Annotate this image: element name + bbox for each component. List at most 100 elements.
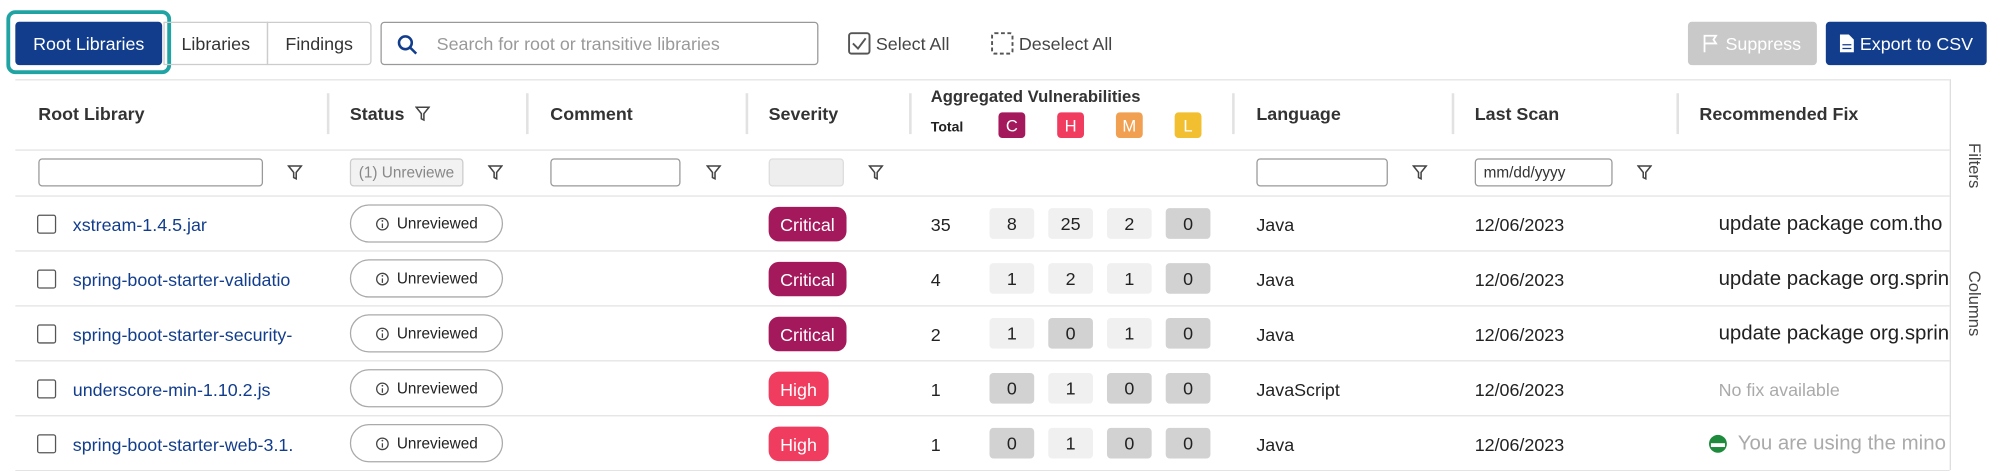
side-panel: Filters Columns	[1949, 79, 2002, 471]
severity-header: M	[1115, 112, 1143, 138]
tab-findings[interactable]: Findings	[266, 21, 372, 66]
column-header[interactable]: Last Scan	[1474, 103, 1560, 124]
column-separator	[326, 93, 330, 135]
vuln-count: 0	[989, 427, 1035, 459]
language-filter[interactable]	[1256, 158, 1388, 187]
status-pill[interactable]: Unreviewed	[349, 369, 504, 408]
column-header[interactable]: Status	[349, 103, 405, 124]
table-row: xstream-1.4.5.jar Unreviewed Critical 35 8 25…	[15, 197, 1950, 252]
status-pill[interactable]: Unreviewed	[349, 204, 504, 243]
column-header[interactable]: Comment	[550, 103, 633, 124]
select-all[interactable]: Select All	[875, 33, 950, 54]
library-name[interactable]: spring-boot-starter-security-	[72, 323, 293, 345]
column-separator	[1232, 93, 1235, 135]
row-checkbox[interactable]	[37, 379, 57, 399]
table-row: spring-boot-starter-web-3.1. Unreviewed Hi…	[15, 416, 1950, 471]
row-checkbox[interactable]	[37, 269, 57, 289]
library-name[interactable]: xstream-1.4.5.jar	[72, 213, 207, 235]
search-box[interactable]: Search for root or transitive libraries	[380, 21, 819, 66]
column-separator	[1451, 93, 1455, 135]
severity-badge: Critical	[768, 206, 847, 242]
date-filter[interactable]: mm/dd/yyyy	[1474, 158, 1613, 187]
language: JavaScript	[1256, 378, 1340, 400]
status-pill[interactable]: Unreviewed	[349, 259, 504, 298]
side-columns[interactable]: Columns	[1965, 271, 1984, 337]
select-all-icon	[848, 32, 871, 55]
filter-icon	[487, 165, 504, 181]
row-checkbox[interactable]	[37, 434, 57, 454]
library-name[interactable]: spring-boot-starter-validatio	[72, 268, 291, 290]
total-count: 2	[930, 323, 941, 345]
filter-icon-svg	[705, 165, 722, 181]
suppress-button[interactable]: Suppress	[1687, 21, 1817, 66]
vuln-count: 1	[1106, 318, 1152, 349]
severity-header: L	[1174, 112, 1202, 138]
filter-icon	[705, 165, 722, 181]
search-icon	[397, 35, 418, 55]
status-label: Unreviewed	[396, 379, 478, 398]
filter-icon-svg	[487, 165, 504, 181]
vuln-count: 0	[1048, 318, 1093, 349]
vuln-count: 1	[989, 318, 1035, 349]
suppress-label: Suppress	[1725, 33, 1802, 54]
column-header[interactable]: Severity	[768, 103, 839, 124]
library-name[interactable]: spring-boot-starter-web-3.1.	[72, 433, 294, 455]
filter-icon-svg	[286, 165, 303, 181]
root-library-filter[interactable]	[38, 158, 264, 187]
column-separator	[1676, 93, 1679, 135]
deselect-all-icon	[991, 32, 1014, 55]
tab-root-libraries[interactable]: Root Libraries	[15, 21, 163, 66]
filter-icon-svg	[867, 165, 884, 181]
column-header[interactable]: Language	[1256, 103, 1341, 124]
table-row: spring-boot-starter-validatio Unreviewed C…	[15, 252, 1950, 307]
severity-header: H	[1057, 112, 1085, 138]
language: Java	[1256, 268, 1295, 290]
status-pill[interactable]: Unreviewed	[349, 424, 504, 463]
vuln-count: 0	[1106, 427, 1152, 459]
library-name[interactable]: underscore-min-1.10.2.js	[72, 378, 271, 400]
column-header[interactable]: Recommended Fix	[1699, 103, 1859, 124]
status-pill[interactable]: Unreviewed	[349, 314, 504, 353]
side-filters[interactable]: Filters	[1965, 143, 1984, 188]
column-separator	[745, 93, 749, 135]
vuln-count: 2	[1048, 263, 1093, 294]
row-checkbox[interactable]	[37, 324, 57, 344]
vuln-count: 1	[1106, 263, 1152, 294]
fix-icon	[1708, 434, 1727, 453]
status-filter-icon	[414, 106, 431, 122]
severity-badge: High	[768, 426, 829, 462]
column-separator	[526, 93, 529, 135]
filter-icon-svg	[1636, 165, 1653, 181]
vuln-count: 1	[1048, 372, 1093, 404]
column-header[interactable]: Aggregated Vulnerabilities	[930, 86, 1141, 107]
recommended-fix: You are using the mino	[1737, 432, 1946, 455]
filter-divider	[15, 195, 1950, 197]
export-button[interactable]: Export to CSV	[1825, 21, 1987, 66]
recommended-fix: No fix available	[1718, 378, 1840, 400]
severity-badge: High	[768, 371, 829, 407]
recommended-fix: update package com.tho	[1718, 212, 1943, 235]
side-filters-label: Filters	[1964, 143, 1985, 189]
status-label: Unreviewed	[396, 324, 478, 343]
deselect-all[interactable]: Deselect All	[1018, 33, 1113, 54]
status-filter[interactable]: (1) Unreviewe	[349, 158, 464, 187]
recommended-fix: update package org.sprin	[1718, 322, 1950, 345]
vuln-count: 25	[1048, 208, 1093, 239]
comment-filter[interactable]	[550, 158, 681, 187]
vuln-count: 0	[1165, 318, 1211, 349]
tab-libraries[interactable]: Libraries	[163, 21, 269, 66]
export-label: Export to CSV	[1859, 33, 1974, 54]
column-header[interactable]: Root Library	[38, 103, 145, 124]
table	[15, 79, 1950, 470]
severity-header: C	[998, 112, 1026, 138]
file-icon	[1839, 34, 1854, 53]
info-icon	[375, 436, 389, 450]
last-scan: 12/06/2023	[1474, 378, 1565, 400]
row-checkbox[interactable]	[37, 214, 57, 234]
severity-filter[interactable]	[768, 158, 844, 187]
vuln-count: 8	[989, 208, 1035, 239]
total-count: 1	[930, 433, 941, 455]
total-header: Total	[930, 120, 964, 136]
column-separator	[909, 93, 912, 135]
